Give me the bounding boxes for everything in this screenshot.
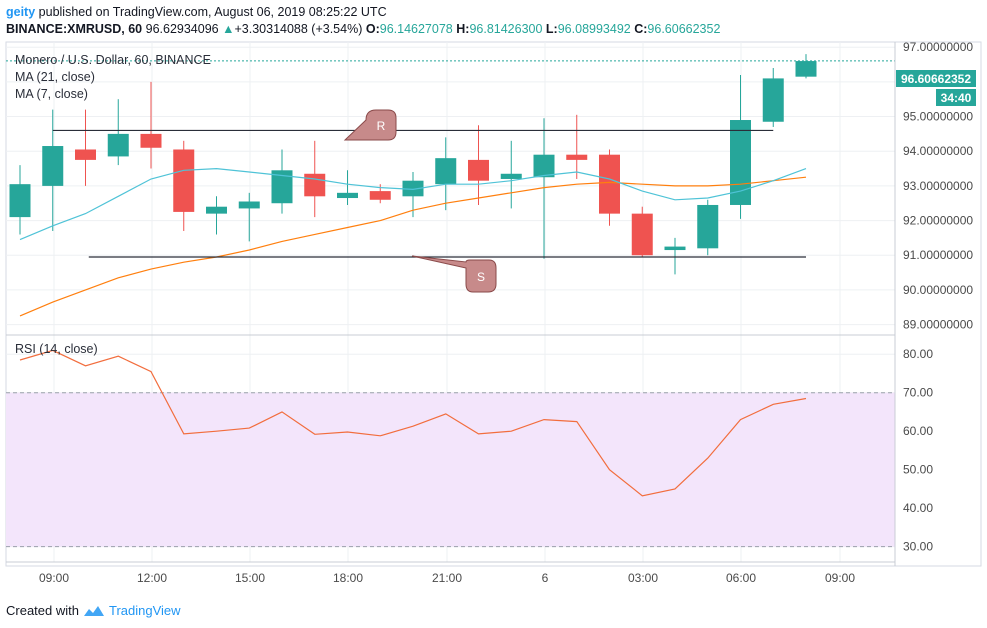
time-tick-label-4: 21:00 — [432, 571, 462, 585]
countdown-box — [936, 89, 976, 106]
candle-body-13 — [435, 158, 457, 185]
candle-body-12 — [402, 180, 424, 197]
candle-body-6 — [206, 206, 227, 214]
candle-body-18 — [599, 154, 620, 214]
price-tick-label-0: 89.00000000 — [903, 318, 973, 332]
time-tick-label-1: 12:00 — [137, 571, 167, 585]
author-link[interactable]: geity — [6, 5, 36, 19]
price-tick-label-1: 90.00000000 — [903, 283, 973, 297]
price-axis[interactable]: 89.00000000 90.00000000 91.00000000 92.0000… — [903, 40, 973, 331]
close-value: 96.60662352 — [647, 22, 721, 36]
ma21-line — [19, 176, 807, 317]
ohlc-bar: BINANCE:XMRUSD, 60 96.62934096 ▲+3.30314… — [6, 22, 720, 36]
candle-body-8 — [271, 170, 293, 204]
price-tick-label-3: 92.00000000 — [903, 214, 973, 228]
rsi-tick-label-4: 70.00 — [903, 386, 933, 400]
price-tag-box — [896, 70, 976, 87]
countdown-value: 34:40 — [941, 91, 972, 105]
candle-body-15 — [500, 173, 522, 179]
rsi-tick-label-3: 60.00 — [903, 424, 933, 438]
chart-frame — [5, 41, 982, 567]
candle-body-1 — [42, 146, 64, 186]
last-price: 96.62934096 — [145, 22, 219, 36]
time-tick-label-8: 09:00 — [825, 571, 855, 585]
candle-body-10 — [337, 192, 358, 199]
open-label: O: — [365, 22, 380, 36]
rsi-tick-label-2: 50.00 — [903, 463, 933, 477]
chart-title: Monero / U.S. Dollar, 60, BINANCE — [15, 53, 211, 67]
high-value: 96.81426300 — [469, 22, 543, 36]
rsi-tick-label-0: 30.00 — [903, 540, 933, 554]
support-label: S — [477, 270, 485, 284]
candle-body-23 — [762, 78, 784, 122]
candle-body-16 — [533, 154, 555, 178]
price-tag-value: 96.60662352 — [901, 72, 971, 86]
resistance-callout[interactable]: R — [343, 109, 397, 141]
candle-body-14 — [468, 159, 489, 181]
change-value: +3.30314088 (+3.54%) — [234, 22, 363, 36]
candle-body-3 — [107, 133, 129, 157]
time-tick-label-6: 03:00 — [628, 571, 658, 585]
resistance-label: R — [377, 119, 386, 133]
price-tick-label-8: 97.00000000 — [903, 40, 973, 54]
time-tick-label-5: 6 — [542, 571, 549, 585]
time-tick-label-3: 18:00 — [333, 571, 363, 585]
rsi-axis[interactable]: 30.00 40.00 50.00 60.00 70.00 80.00 — [903, 347, 933, 553]
price-tick-label-5: 94.00000000 — [903, 144, 973, 158]
time-tick-label-2: 15:00 — [235, 571, 265, 585]
rsi-band — [6, 392, 895, 547]
time-tick-label-7: 06:00 — [726, 571, 756, 585]
price-tick-label-6: 95.00000000 — [903, 110, 973, 124]
candle-body-17 — [566, 154, 588, 160]
candle-body-19 — [631, 213, 653, 256]
ma21-legend: MA (21, close) — [15, 70, 95, 84]
price-tag: 96.60662352 34:40 — [896, 70, 976, 106]
tradingview-brand[interactable]: TradingView — [108, 603, 181, 618]
time-axis[interactable]: 09:00 12:00 15:00 18:00 21:00 6 03:00 06:00 09:0… — [39, 571, 855, 585]
candle-body-0 — [9, 184, 31, 218]
rsi-legend: RSI (14, close) — [15, 342, 98, 356]
symbol-label: BINANCE:XMRUSD, 60 — [6, 22, 143, 36]
candle-body-4 — [140, 133, 162, 148]
candle-body-5 — [173, 149, 195, 212]
candles-group — [9, 54, 817, 275]
low-label: L: — [545, 22, 558, 36]
candle-body-2 — [75, 149, 96, 160]
time-tick-label-0: 09:00 — [39, 571, 69, 585]
candle-body-24 — [795, 61, 817, 77]
resistance-callout-shape — [343, 109, 397, 141]
rsi-tick-label-1: 40.00 — [903, 501, 933, 515]
candle-body-7 — [238, 201, 260, 209]
ma7-line — [19, 167, 807, 241]
created-with-text: Created with — [6, 603, 79, 618]
rsi-line — [19, 349, 807, 497]
price-tick-label-4: 93.00000000 — [903, 179, 973, 193]
rsi-tick-label-5: 80.00 — [903, 347, 933, 361]
close-label: C: — [634, 22, 648, 36]
open-value: 96.14627078 — [379, 22, 453, 36]
candle-body-9 — [304, 173, 326, 197]
high-label: H: — [456, 22, 470, 36]
candle-body-11 — [369, 191, 391, 200]
tradingview-logo-icon — [83, 605, 104, 616]
ma7-legend: MA (7, close) — [15, 87, 88, 101]
price-tick-label-2: 91.00000000 — [903, 248, 973, 262]
low-value: 96.08993492 — [557, 22, 631, 36]
support-callout-shape — [411, 255, 497, 293]
published-text: published on TradingView.com, August 06,… — [38, 5, 387, 19]
candle-body-20 — [664, 246, 686, 251]
candle-body-21 — [697, 204, 719, 249]
footer: Created with TradingView — [6, 603, 181, 618]
publish-info: geity published on TradingView.com, Augu… — [6, 5, 387, 19]
change-arrow: ▲ — [222, 22, 235, 36]
support-callout[interactable]: S — [411, 255, 497, 293]
